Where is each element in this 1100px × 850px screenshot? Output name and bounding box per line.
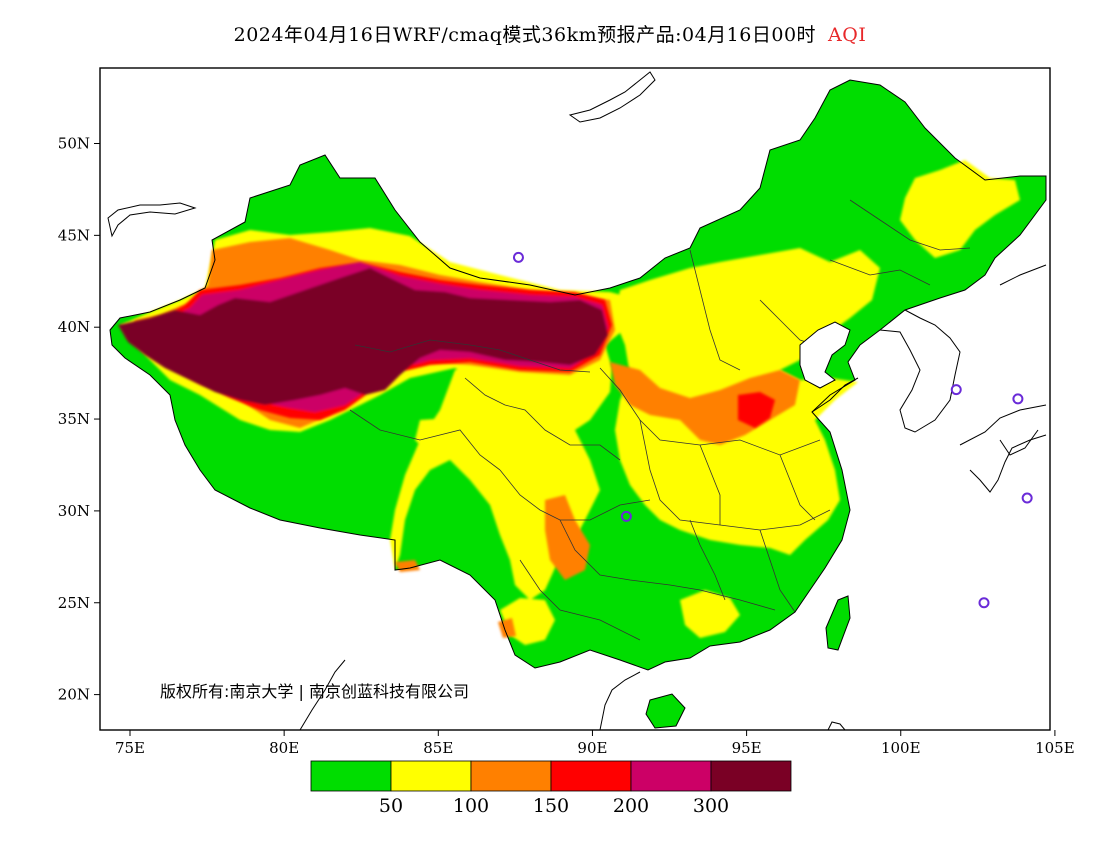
legend-label: 200 xyxy=(613,795,649,817)
aqi-region-taiwan xyxy=(826,596,850,650)
map-area: 版权所有:南京大学 | 南京创蓝科技有限公司 xyxy=(107,71,1100,730)
y-tick-label: 50N xyxy=(58,135,90,153)
station-marker xyxy=(1021,492,1033,504)
y-tick-label: 20N xyxy=(58,686,90,704)
legend-label: 150 xyxy=(533,795,569,817)
station-marker xyxy=(620,510,632,522)
aqi-region-yellow-northeast xyxy=(900,160,1020,258)
title-metric: AQI xyxy=(828,24,867,46)
aqi-legend: 50 100 150 200 300 xyxy=(310,760,792,817)
aqi-region-yellow-tibet xyxy=(415,418,470,455)
y-tick-label: 40N xyxy=(58,318,90,336)
x-tick-label: 95E xyxy=(732,739,762,757)
x-tick-label: 75E xyxy=(115,739,145,757)
x-tick-label: 105E xyxy=(1035,739,1075,757)
x-tick-label: 100E xyxy=(881,739,921,757)
station-marker xyxy=(512,251,524,263)
x-tick-label: 85E xyxy=(423,739,453,757)
station-marker xyxy=(1012,393,1024,405)
legend-swatch xyxy=(550,760,632,792)
national-border xyxy=(109,79,1047,671)
map-title: 2024年04月16日WRF/cmaq模式36km预报产品:04月16日00时 A… xyxy=(0,20,1100,47)
y-tick-label: 30N xyxy=(58,502,90,520)
legend-label: 100 xyxy=(453,795,489,817)
map-frame xyxy=(99,67,1051,731)
aqi-region-yellow-guangxi xyxy=(680,590,740,638)
station-marker xyxy=(950,384,962,396)
legend-swatch xyxy=(710,760,792,792)
station-marker xyxy=(1090,350,1099,359)
station-marker xyxy=(978,597,990,609)
legend-label: 300 xyxy=(693,795,729,817)
y-tick-label: 35N xyxy=(58,410,90,428)
aqi-region-hainan xyxy=(646,694,685,728)
legend-swatch xyxy=(630,760,712,792)
x-tick-label: 80E xyxy=(269,739,299,757)
legend-label: 50 xyxy=(379,795,403,817)
city-stations xyxy=(512,251,1100,609)
shandong-peninsula-edge xyxy=(811,377,859,413)
title-text: 2024年04月16日WRF/cmaq模式36km预报产品:04月16日00时 xyxy=(233,24,817,46)
copyright-text: 版权所有:南京大学 | 南京创蓝科技有限公司 xyxy=(160,682,469,701)
y-axis: 50N 45N 40N 35N 30N 25N 20N xyxy=(58,135,100,704)
legend-swatch xyxy=(470,760,552,792)
bohai-sea xyxy=(799,321,851,389)
province-boundaries xyxy=(349,199,971,641)
y-tick-label: 25N xyxy=(58,594,90,612)
x-tick-label: 90E xyxy=(577,739,607,757)
aqi-region-red-henan xyxy=(738,392,775,428)
legend-swatch xyxy=(310,760,392,792)
legend-swatch xyxy=(390,760,472,792)
station-marker xyxy=(1097,514,1100,523)
aqi-region-orange-sichuan xyxy=(545,495,590,580)
aqi-region-maroon xyxy=(118,268,608,405)
y-tick-label: 45N xyxy=(58,226,90,244)
aqi-severe-zones xyxy=(118,262,775,428)
x-axis: 75E80E85E90E95E100E105E110E115E120E125E1… xyxy=(115,730,1075,757)
foreign-coastlines xyxy=(107,71,1047,730)
